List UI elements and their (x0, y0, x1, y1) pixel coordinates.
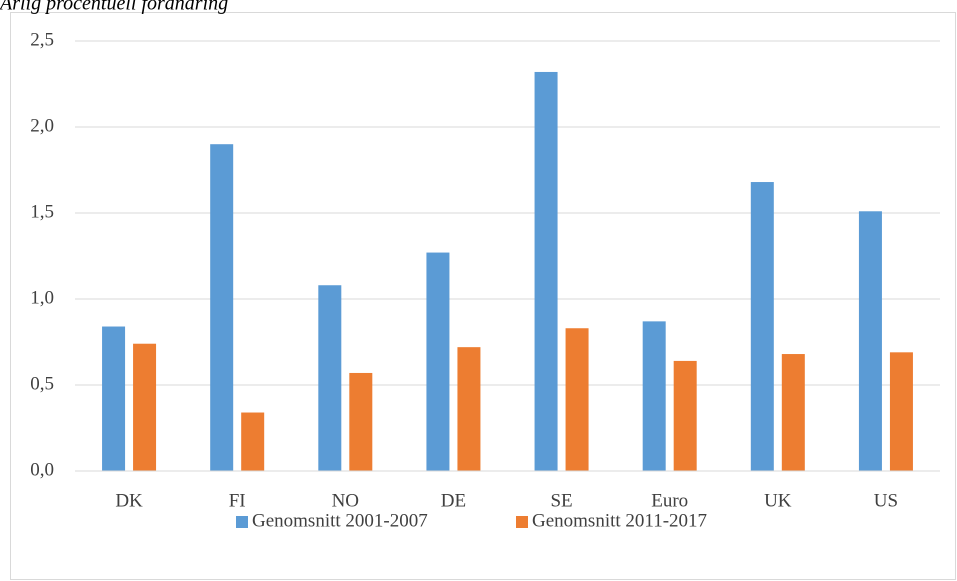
legend-swatch (236, 516, 248, 528)
y-tick-label: 0,0 (30, 459, 54, 480)
bar (210, 144, 234, 471)
bar (133, 343, 157, 471)
bar (349, 372, 373, 471)
x-tick-label: UK (764, 490, 792, 511)
bar (673, 360, 697, 471)
legend-label: Genomsnitt 2011-2017 (532, 510, 707, 531)
bar (457, 347, 481, 471)
x-tick-label: US (874, 490, 898, 511)
bar (781, 354, 805, 471)
bar (565, 328, 589, 471)
bar (858, 211, 882, 471)
y-tick-label: 1,0 (30, 287, 54, 308)
bar (534, 71, 558, 472)
chart-frame (10, 12, 956, 580)
y-tick-label: 2,0 (30, 115, 54, 136)
legend-label: Genomsnitt 2001-2007 (252, 510, 428, 531)
bar (889, 352, 913, 471)
x-tick-label: FI (229, 490, 246, 511)
bar (102, 326, 126, 471)
bar (318, 285, 342, 471)
y-tick-label: 1,5 (30, 201, 54, 222)
x-tick-label: Euro (651, 490, 688, 511)
bar (642, 321, 666, 471)
x-tick-label: NO (332, 490, 359, 511)
bar (426, 252, 450, 471)
x-tick-label: DK (115, 490, 143, 511)
y-tick-label: 2,5 (30, 29, 54, 50)
x-tick-label: SE (550, 490, 572, 511)
bar (750, 182, 774, 472)
y-tick-label: 0,5 (30, 373, 54, 394)
x-tick-label: DE (441, 490, 466, 511)
legend-swatch (516, 516, 528, 528)
chart-title: Årlig procentuell förändring (0, 0, 228, 15)
bar (241, 412, 265, 471)
